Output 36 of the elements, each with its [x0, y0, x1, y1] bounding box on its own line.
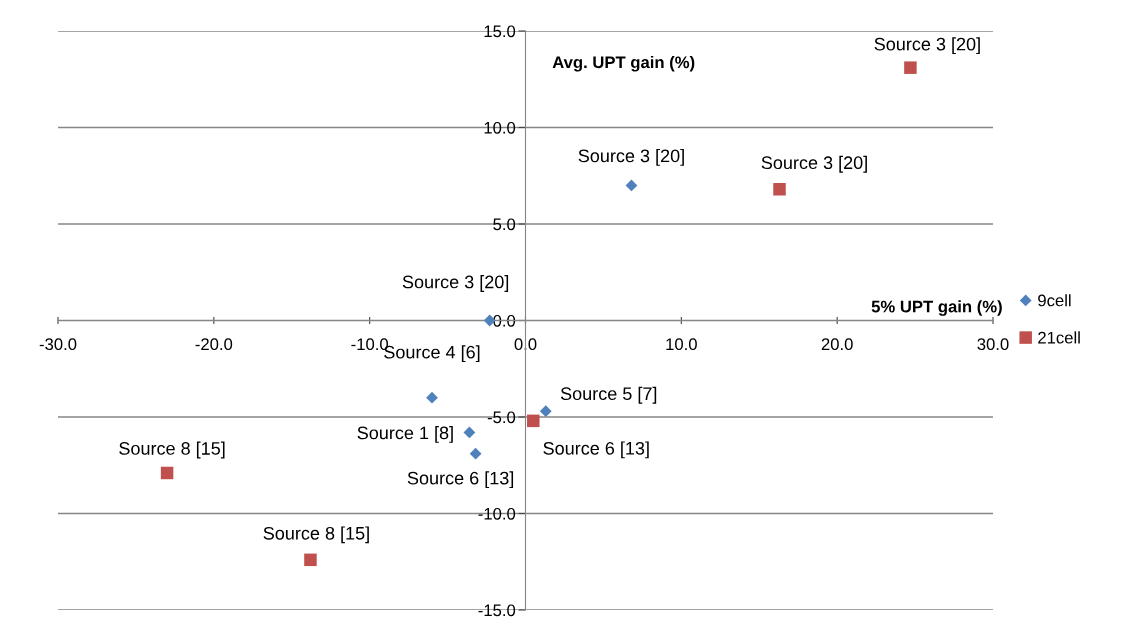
y-tick-label: -10.0 — [478, 507, 516, 520]
point — [904, 61, 917, 74]
annotation: Source 3 [20] — [402, 275, 509, 292]
y-tick-label: -15.0 — [478, 604, 516, 617]
y-axis-title: Avg. UPT gain (%) — [552, 55, 695, 72]
y-tick-label: -5.0 — [487, 411, 516, 424]
x-tick-label: -30.0 — [39, 338, 77, 351]
x-tick-label: 10.0 — [666, 338, 697, 351]
x-axis-title: 5% UPT gain (%) — [871, 300, 1002, 316]
point — [527, 414, 540, 428]
annotation: Source 6 [13] — [543, 441, 649, 459]
annotation: Source 6 [13] — [407, 471, 514, 489]
annotation: Source 8 [15] — [263, 526, 369, 544]
annotation: Source 3 [20] — [578, 148, 684, 166]
annotation: Source 8 [15] — [119, 441, 225, 459]
x-tick-label: 20.0 — [821, 338, 853, 351]
point — [160, 466, 174, 480]
y-tick-label: 5.0 — [493, 218, 516, 231]
point — [469, 447, 482, 460]
annotation: Source 3 [20] — [761, 155, 867, 173]
point — [463, 426, 476, 439]
annotation: Source 3 [20] — [874, 37, 980, 55]
y-tick-label: 15.0 — [484, 25, 516, 38]
y-tick-label: 10.0 — [484, 121, 516, 134]
annotation: Source 5 [7] — [560, 386, 657, 404]
point — [426, 391, 438, 404]
point — [304, 553, 317, 567]
legend-label: 9cell — [1038, 294, 1071, 307]
point — [625, 179, 638, 192]
x-tick-label: -20.0 — [195, 338, 233, 351]
point — [539, 405, 552, 418]
annotation: Source 1 [8] — [357, 426, 453, 443]
point — [773, 183, 786, 196]
legend-label: 21cell — [1038, 331, 1080, 344]
x-tick-label: 0.0 — [514, 338, 537, 351]
x-tick-label: 30.0 — [977, 338, 1009, 351]
